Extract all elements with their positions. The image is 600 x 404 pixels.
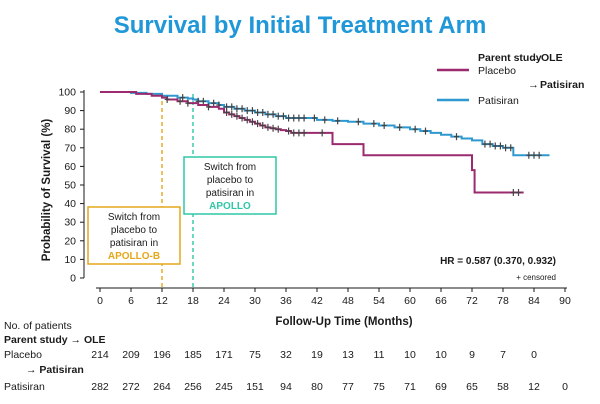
annotation-apollo: Switch from placebo to patisiran in APOL… [183,156,277,215]
legend-ole: OLE [541,52,563,64]
annotation-apollo-line-2: placebo to [207,175,254,186]
annotation-apollo-b-line-2: placebo to [111,225,158,236]
x-tick-label: 30 [249,295,261,307]
y-tick-label: 10 [64,254,76,266]
x-tick-label: 66 [435,295,447,307]
x-tick-label: 48 [342,295,354,307]
x-tick-label: 0 [97,295,103,307]
x-tick-label: 84 [528,295,540,307]
y-tick-label: 30 [64,217,76,229]
y-tick-label: 100 [58,87,76,99]
survival-line-placebo [100,91,524,194]
series-placebo [100,91,524,196]
x-tick-label: 42 [311,295,323,307]
annotation-apollo-name: APOLLO [209,201,251,212]
y-tick-label: 90 [64,105,76,117]
legend-patisiran-label: Patisiran [478,95,519,107]
x-tick-label: 54 [373,295,385,307]
y-tick-label: 40 [64,198,76,210]
y-tick-label: 70 [64,142,76,154]
legend-placebo-label: Placebo [478,65,516,77]
series-patisiran [100,91,550,159]
survival-line-patisiran [100,91,550,157]
x-tick-label: 12 [156,295,168,307]
x-axis-label: Follow-Up Time (Months) [275,316,412,328]
annotation-apollo-b-line-3: patisiran in [110,238,158,249]
y-tick-label: 60 [64,161,76,173]
annotation-apollo-line-1: Switch from [204,162,256,173]
x-tick-label: 72 [466,295,478,307]
y-tick-label: 80 [64,124,76,136]
legend-patisiran-ole: Patisiran [540,79,584,91]
x-tick-label: 60 [404,295,416,307]
annotation-apollo-b-line-1: Switch from [108,212,160,223]
y-tick-label: 0 [70,273,76,285]
legend-parent-study: Parent study [478,52,542,64]
y-axis: 0 10 20 30 40 50 60 70 80 90 100 [58,87,85,285]
hazard-ratio: HR = 0.587 (0.370, 0.932) [440,256,556,267]
series-group [100,91,550,196]
annotation-apollo-b-name: APOLLO-B [108,251,160,262]
censored-note: + censored [516,273,556,282]
annotation-apollo-line-3: patisiran in [206,188,254,199]
legend-arrow-icon: → [528,79,539,91]
x-tick-label: 18 [187,295,199,307]
y-axis-label: Probability of Survival (%) [41,119,53,262]
legend-arrow-icon: → [530,52,541,64]
y-tick-label: 20 [64,235,76,247]
page-title: Survival by Initial Treatment Arm [113,12,487,39]
x-tick-label: 24 [218,295,230,307]
x-tick-label: 78 [497,295,509,307]
x-axis: 0 6 12 18 24 30 36 42 48 54 60 66 72 78 84 90 [96,287,571,307]
x-tick-label: 90 [559,295,571,307]
x-tick-label: 36 [280,295,292,307]
x-tick-label: 6 [128,295,134,307]
y-tick-label: 50 [64,180,76,192]
annotation-apollo-b: Switch from placebo to patisiran in APOL… [87,206,181,265]
legend: Parent study → OLE Placebo → Patisiran P… [437,52,584,107]
